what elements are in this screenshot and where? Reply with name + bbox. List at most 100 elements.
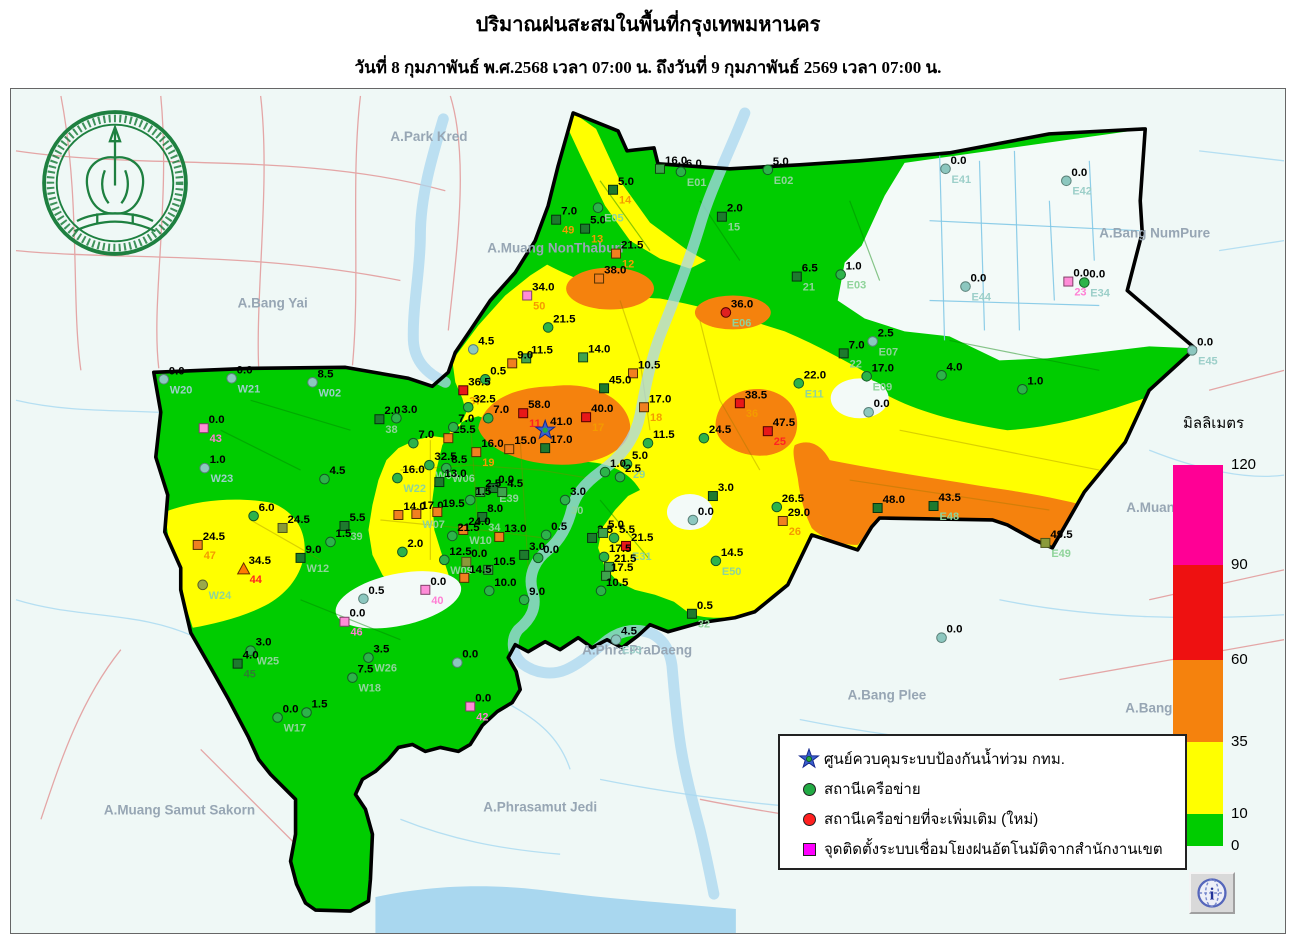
pink-square-marker-icon xyxy=(198,423,209,434)
station-id-label: 32 xyxy=(698,619,710,631)
pink-square-marker-icon xyxy=(420,584,431,595)
bangkok-boundary xyxy=(151,111,1197,913)
scale-tick-label: 60 xyxy=(1231,651,1248,668)
station-7.0: 7.0 xyxy=(482,404,509,424)
station-value-label: 5.5 xyxy=(619,524,636,536)
station-38: 382.0 xyxy=(374,405,400,436)
station-value-label: 0.0 xyxy=(475,693,491,705)
green-circle-marker-icon xyxy=(319,473,330,485)
teal-circle-marker-icon xyxy=(158,374,170,385)
teal-circle-marker-icon xyxy=(610,634,622,645)
station-14.0: 14.0 xyxy=(393,501,426,520)
green-circle-marker-icon xyxy=(710,555,722,567)
station-17.5: 17.5 xyxy=(598,543,632,563)
station-5.0: 5.0 xyxy=(598,519,624,538)
red-square-marker-icon xyxy=(458,385,469,396)
station-value-label: 0.0 xyxy=(970,273,986,285)
station-id-label: W06 xyxy=(452,473,475,485)
orange-square-marker-icon xyxy=(777,515,788,526)
station-value-label: 49.5 xyxy=(1050,529,1073,541)
station-value-label: 0.0 xyxy=(874,398,890,410)
station-45: 454.0 xyxy=(232,650,259,681)
station-23: 230.0 xyxy=(1063,268,1089,299)
station-value-label: 9.0 xyxy=(517,349,533,361)
station-id-label: E03 xyxy=(847,280,867,292)
station-value-label: 4.5 xyxy=(507,478,524,490)
teal-circle-marker-icon xyxy=(467,344,479,355)
station-E09: E09 17.0 xyxy=(861,362,894,393)
station-id-label: W26 xyxy=(374,663,397,675)
station-id-label: 22 xyxy=(850,358,862,370)
station-W22: W22 16.0 xyxy=(392,464,426,495)
station-value-label: 47.5 xyxy=(773,417,796,429)
station-32: 320.5 xyxy=(686,600,713,631)
info-button[interactable]: i xyxy=(1189,872,1235,914)
station-id-label: E01 xyxy=(687,177,707,189)
legend-item: ศูนย์ควบคุมระบบป้องกันน้ำท่วม กทม. xyxy=(794,744,1185,774)
station-id-label: W18 xyxy=(358,683,381,695)
station-value-label: 7.0 xyxy=(458,413,474,425)
bma-seal-icon xyxy=(39,107,191,259)
station-10.5: 10.5 xyxy=(595,577,629,597)
station-3.0: 3.0 xyxy=(519,541,545,560)
station-value-label: 14.0 xyxy=(403,501,425,513)
green-square-marker-icon xyxy=(483,564,494,575)
station-value-label: 38.5 xyxy=(745,389,768,401)
station-id-label: 40 xyxy=(431,595,443,607)
green-circle-marker-icon xyxy=(621,458,633,470)
station-value-label: 0.0 xyxy=(237,364,253,376)
station-value-label: 21.5 xyxy=(621,240,644,252)
station-value-label: 19.5 xyxy=(442,498,465,510)
station-value-label: 21.5 xyxy=(553,313,576,325)
green-circle-marker-icon xyxy=(397,546,408,558)
station-W12: W12 9.0 xyxy=(295,544,329,575)
green-circle-marker-icon xyxy=(771,501,783,513)
station-value-label: 1.0 xyxy=(1027,375,1043,387)
station-value-label: 22.0 xyxy=(804,369,826,381)
station-value-label: 0.0 xyxy=(951,155,967,167)
station-25.5: 25.5 xyxy=(443,424,476,444)
district-label: A.Muang Samut Sakorn xyxy=(104,802,255,817)
station-value-label: 10.0 xyxy=(494,577,516,589)
sea xyxy=(375,886,736,933)
green-circle-marker-icon xyxy=(391,412,402,424)
green-circle-marker-icon xyxy=(1017,384,1028,395)
station-W07: W07 17.0 xyxy=(411,500,445,531)
station-value-label: 4.5 xyxy=(621,626,638,638)
green-circle-marker-icon xyxy=(462,401,474,413)
station-value-label: 0.0 xyxy=(349,608,365,620)
green-circle-marker-icon xyxy=(542,322,554,333)
station-E34: E34 0.0 xyxy=(1079,269,1111,300)
green-circle-marker-icon xyxy=(482,412,494,424)
station-id-label: 17 xyxy=(592,422,604,434)
station-value-label: 41.0 xyxy=(550,416,572,428)
legend-item: สถานีเครือข่ายที่จะเพิ่มเติม (ใหม่) xyxy=(794,804,1185,834)
station-11.5: 11.5 xyxy=(642,429,675,449)
dark-square-marker-icon xyxy=(872,503,883,513)
station-id-label: 30 xyxy=(571,505,583,517)
station-E11: E11 22.0 xyxy=(793,369,826,400)
station-E01: E01 6.0 xyxy=(675,158,707,189)
station-value-label: 24.5 xyxy=(203,531,226,543)
teal-circle-marker-icon xyxy=(307,377,318,388)
dark-square-marker-icon xyxy=(707,491,718,502)
station-value-label: 2.5 xyxy=(625,463,642,475)
station-value-label: 4.0 xyxy=(947,361,963,373)
orange-square-marker-icon xyxy=(411,509,422,519)
station-id-label: E05 xyxy=(604,213,624,225)
station-value-label: 1.5 xyxy=(335,528,352,540)
rainfall-map[interactable]: A.Park Kred A.Muang NonThaburi A.Bang Yai A… xyxy=(11,89,1285,933)
station-0.5: 0.5 xyxy=(358,585,385,605)
station-47: 47 24.5 xyxy=(192,531,226,562)
station-13: 135.0 xyxy=(580,215,606,246)
station-4.5: 4.5 xyxy=(467,335,495,355)
district-label: A.Bang Yai xyxy=(238,295,308,310)
station-0.0: 0.0 xyxy=(461,548,487,567)
station-id-label: 45 xyxy=(244,669,256,681)
green-circle-marker-icon xyxy=(532,552,544,564)
station-value-label: 0.5 xyxy=(551,521,568,533)
station-id-label: 47 xyxy=(204,550,216,562)
star-icon xyxy=(794,748,824,770)
green-circle-marker-icon xyxy=(1079,277,1090,288)
station-value-label: 3.0 xyxy=(718,482,734,494)
